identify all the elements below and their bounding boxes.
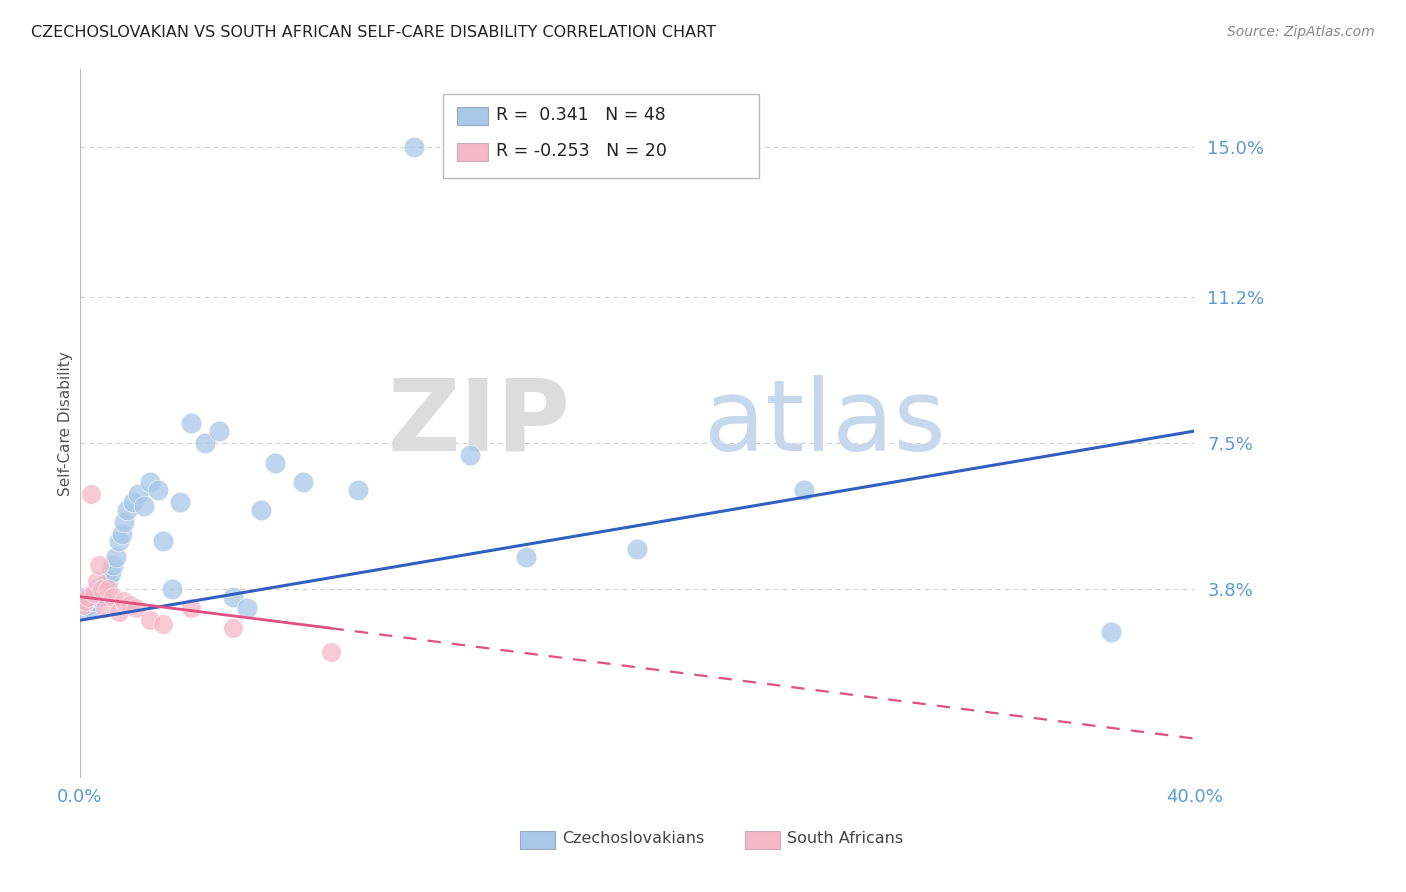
Point [152, 534, 174, 549]
Point [83, 585, 105, 599]
Point [404, 140, 426, 154]
Point [83, 585, 105, 599]
Text: atlas: atlas [704, 375, 945, 472]
Point [75, 590, 97, 604]
Point [222, 590, 245, 604]
Point [138, 475, 160, 490]
Point [208, 424, 231, 438]
Point [236, 601, 259, 615]
Point [169, 495, 191, 509]
Point [121, 495, 143, 509]
Point [80, 590, 103, 604]
Point [115, 503, 138, 517]
Point [97, 582, 120, 596]
Point [72, 601, 94, 615]
Point [347, 483, 370, 498]
Text: ZIP: ZIP [387, 375, 571, 472]
Point [132, 499, 155, 513]
Point [124, 601, 146, 615]
Point [89, 590, 111, 604]
Point [1099, 625, 1122, 640]
Point [86, 574, 108, 588]
Point [127, 487, 149, 501]
Point [138, 613, 160, 627]
Y-axis label: Self-Care Disability: Self-Care Disability [58, 351, 73, 496]
Point [103, 558, 125, 573]
Point [222, 621, 245, 635]
Point [291, 475, 314, 490]
Text: R = -0.253   N = 20: R = -0.253 N = 20 [496, 142, 668, 160]
Point [111, 526, 134, 541]
Point [626, 542, 648, 557]
Point [89, 558, 111, 573]
Text: Czechoslovakians: Czechoslovakians [562, 831, 704, 846]
Point [75, 598, 97, 612]
Text: South Africans: South Africans [787, 831, 904, 846]
Point [319, 645, 342, 659]
Point [515, 550, 537, 565]
Text: R =  0.341   N = 48: R = 0.341 N = 48 [496, 106, 666, 124]
Point [194, 436, 217, 450]
Point [77, 598, 100, 612]
Point [86, 582, 108, 596]
Point [146, 483, 169, 498]
Point [100, 566, 122, 580]
Point [108, 534, 131, 549]
Point [180, 416, 202, 430]
Point [80, 601, 103, 615]
Point [94, 578, 117, 592]
Point [77, 590, 100, 604]
Point [793, 483, 815, 498]
Point [91, 585, 114, 599]
Point [94, 601, 117, 615]
Point [263, 456, 285, 470]
Point [180, 601, 202, 615]
Point [458, 448, 481, 462]
Point [77, 593, 100, 607]
Point [97, 574, 120, 588]
Point [108, 606, 131, 620]
Point [83, 593, 105, 607]
Point [105, 550, 128, 565]
Point [72, 598, 94, 612]
Point [75, 593, 97, 607]
Point [152, 617, 174, 632]
Point [114, 593, 136, 607]
Point [91, 582, 114, 596]
Point [72, 593, 94, 607]
Point [103, 590, 125, 604]
Point [250, 503, 273, 517]
Point [118, 598, 141, 612]
Point [89, 585, 111, 599]
Text: CZECHOSLOVAKIAN VS SOUTH AFRICAN SELF-CARE DISABILITY CORRELATION CHART: CZECHOSLOVAKIAN VS SOUTH AFRICAN SELF-CA… [31, 25, 716, 40]
Point [80, 487, 103, 501]
Point [160, 582, 183, 596]
Text: Source: ZipAtlas.com: Source: ZipAtlas.com [1227, 25, 1375, 39]
Point [114, 515, 136, 529]
Point [86, 590, 108, 604]
Point [91, 582, 114, 596]
